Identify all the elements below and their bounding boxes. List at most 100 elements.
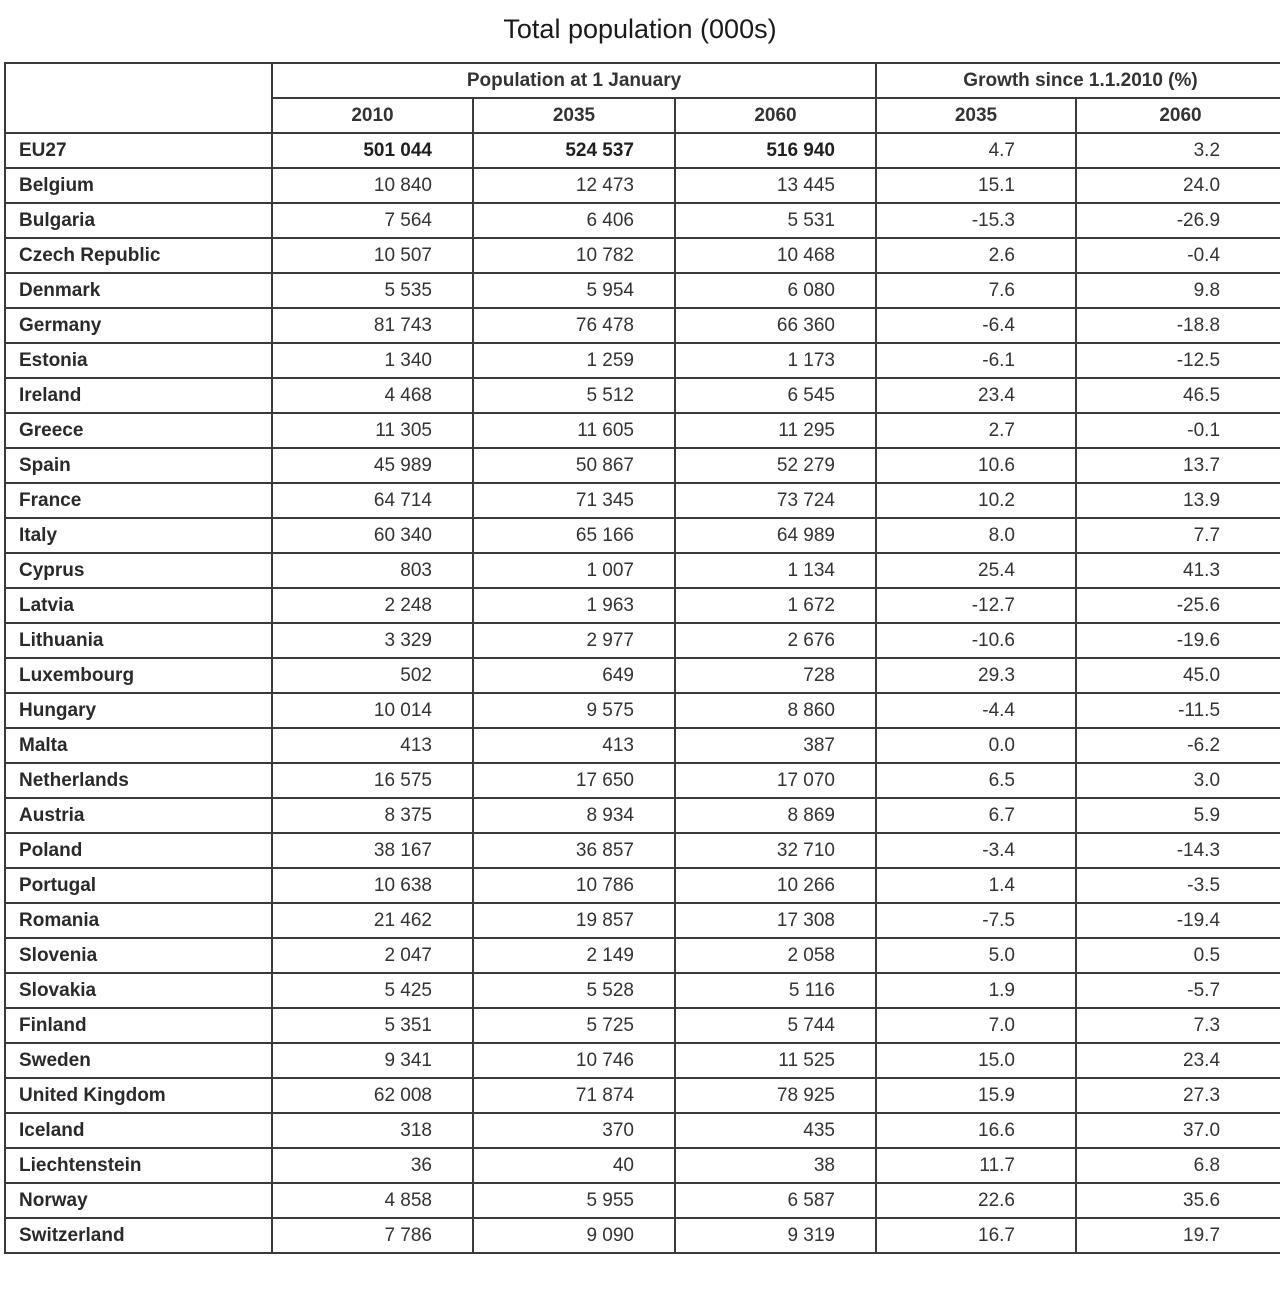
country-cell: Austria [4,797,273,834]
population-2010-cell: 1 340 [271,342,474,379]
country-cell: Iceland [4,1112,273,1149]
population-2010-cell: 45 989 [271,447,474,484]
table-row: United Kingdom 62 008 71 874 78 925 15.9 27.3 [4,1077,1280,1114]
growth-2035-cell: -10.6 [875,622,1077,659]
growth-2060-cell: 35.6 [1074,1182,1280,1219]
population-table: Population at 1 January Growth since 1.1… [4,62,1280,1254]
country-cell: Norway [4,1182,273,1219]
growth-2035-cell: 5.0 [875,937,1077,974]
population-2035-cell: 649 [472,657,676,694]
growth-2035-cell: 6.5 [875,762,1077,799]
table-row: Cyprus 803 1 007 1 134 25.4 41.3 [4,552,1280,589]
population-2060-cell: 52 279 [674,447,877,484]
header-year-row: 2010 2035 2060 2035 2060 [5,97,1280,134]
table-row: Malta 413 413 387 0.0 -6.2 [4,727,1280,764]
header-group-row: Population at 1 January Growth since 1.1… [4,62,1280,134]
growth-2060-cell: -0.1 [1074,412,1280,449]
table-row: Switzerland 7 786 9 090 9 319 16.7 19.7 [4,1217,1280,1254]
growth-2035-cell: 8.0 [875,517,1077,554]
population-2035-cell: 19 857 [472,902,676,939]
table-row: Italy 60 340 65 166 64 989 8.0 7.7 [4,517,1280,554]
growth-2060-cell: 23.4 [1074,1042,1280,1079]
population-2035-cell: 10 746 [472,1042,676,1079]
population-2035-cell: 6 406 [472,202,676,239]
country-cell: Slovenia [4,937,273,974]
population-2035-cell: 2 977 [472,622,676,659]
population-2010-cell: 8 375 [271,797,474,834]
population-2035-cell: 5 512 [472,377,676,414]
table-row: Bulgaria 7 564 6 406 5 531 -15.3 -26.9 [4,202,1280,239]
population-2060-cell: 10 468 [674,237,877,274]
table-row: Netherlands 16 575 17 650 17 070 6.5 3.0 [4,762,1280,799]
growth-2035-cell: -12.7 [875,587,1077,624]
country-cell: Portugal [4,867,273,904]
population-2060-cell: 728 [674,657,877,694]
growth-2060-cell: -11.5 [1074,692,1280,729]
population-2010-cell: 803 [271,552,474,589]
country-cell: Luxembourg [4,657,273,694]
growth-2060-cell: 13.9 [1074,482,1280,519]
population-2010-cell: 5 535 [271,272,474,309]
population-2060-cell: 73 724 [674,482,877,519]
population-2060-cell: 17 070 [674,762,877,799]
population-2010-cell: 502 [271,657,474,694]
growth-2035-cell: 4.7 [875,132,1077,169]
population-2010-cell: 501 044 [271,132,474,169]
country-cell: Estonia [4,342,273,379]
table-row: Luxembourg 502 649 728 29.3 45.0 [4,657,1280,694]
growth-2035-cell: 2.6 [875,237,1077,274]
header-growth-2060: 2060 [1074,97,1280,134]
population-2035-cell: 1 259 [472,342,676,379]
growth-2060-cell: 37.0 [1074,1112,1280,1149]
table-row: Spain 45 989 50 867 52 279 10.6 13.7 [4,447,1280,484]
header-growth-2035: 2035 [875,97,1077,134]
header-population-2060: 2060 [674,97,877,134]
population-2035-cell: 5 725 [472,1007,676,1044]
country-cell: Slovakia [4,972,273,1009]
table-row: Slovakia 5 425 5 528 5 116 1.9 -5.7 [4,972,1280,1009]
growth-2060-cell: 5.9 [1074,797,1280,834]
country-cell: Romania [4,902,273,939]
table-row: Greece 11 305 11 605 11 295 2.7 -0.1 [4,412,1280,449]
population-2060-cell: 38 [674,1147,877,1184]
population-2035-cell: 9 575 [472,692,676,729]
growth-2060-cell: -0.4 [1074,237,1280,274]
table-row: Czech Republic 10 507 10 782 10 468 2.6 -0.4 [4,237,1280,274]
country-cell: Netherlands [4,762,273,799]
growth-2035-cell: 22.6 [875,1182,1077,1219]
population-2035-cell: 71 345 [472,482,676,519]
country-cell: EU27 [4,132,273,169]
country-cell: Lithuania [4,622,273,659]
population-2035-cell: 50 867 [472,447,676,484]
growth-2060-cell: -26.9 [1074,202,1280,239]
population-2010-cell: 60 340 [271,517,474,554]
growth-2060-cell: 27.3 [1074,1077,1280,1114]
population-2060-cell: 6 080 [674,272,877,309]
population-2060-cell: 11 525 [674,1042,877,1079]
population-2010-cell: 16 575 [271,762,474,799]
growth-2060-cell: -12.5 [1074,342,1280,379]
population-2035-cell: 5 954 [472,272,676,309]
growth-2035-cell: 16.6 [875,1112,1077,1149]
population-2060-cell: 5 744 [674,1007,877,1044]
population-2035-cell: 76 478 [472,307,676,344]
table-row: Belgium 10 840 12 473 13 445 15.1 24.0 [4,167,1280,204]
country-cell: Sweden [4,1042,273,1079]
population-2010-cell: 10 840 [271,167,474,204]
population-2060-cell: 387 [674,727,877,764]
population-2035-cell: 71 874 [472,1077,676,1114]
population-2010-cell: 11 305 [271,412,474,449]
population-2010-cell: 64 714 [271,482,474,519]
population-2035-cell: 36 857 [472,832,676,869]
population-2060-cell: 5 531 [674,202,877,239]
population-2010-cell: 81 743 [271,307,474,344]
growth-2060-cell: 6.8 [1074,1147,1280,1184]
growth-2060-cell: -18.8 [1074,307,1280,344]
growth-2035-cell: 16.7 [875,1217,1077,1254]
population-2060-cell: 11 295 [674,412,877,449]
growth-2060-cell: -25.6 [1074,587,1280,624]
growth-2035-cell: 23.4 [875,377,1077,414]
population-2060-cell: 435 [674,1112,877,1149]
growth-2060-cell: 0.5 [1074,937,1280,974]
growth-2035-cell: -6.4 [875,307,1077,344]
